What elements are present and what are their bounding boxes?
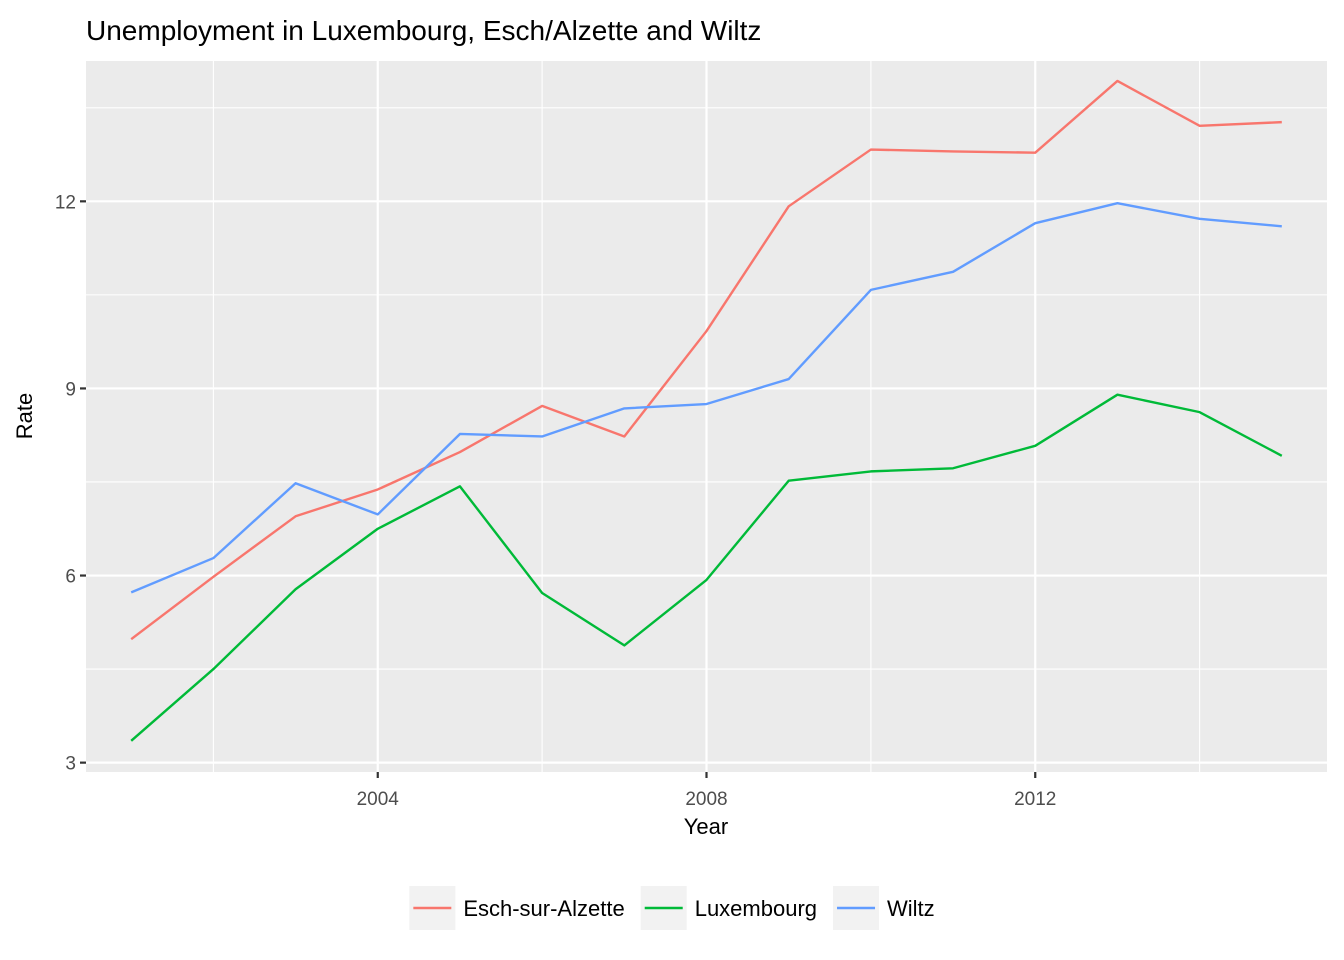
x-axis-title: Year bbox=[684, 814, 728, 839]
chart-title: Unemployment in Luxembourg, Esch/Alzette… bbox=[86, 15, 761, 46]
y-tick-label: 9 bbox=[65, 379, 76, 400]
y-axis: 3 6 9 12 bbox=[55, 192, 86, 775]
series-line-esch-sur-alzette bbox=[130, 79, 1282, 641]
y-tick-label: 3 bbox=[65, 754, 76, 775]
y-tick-label: 6 bbox=[65, 567, 76, 588]
y-axis-title: Rate bbox=[12, 393, 37, 439]
x-tick-label: 2004 bbox=[357, 789, 400, 810]
series-lines bbox=[130, 79, 1283, 742]
x-tick-label: 2008 bbox=[685, 789, 727, 810]
legend: Esch-sur-Alzette Luxembourg Wiltz bbox=[409, 886, 935, 930]
legend-label-wiltz: Wiltz bbox=[887, 896, 935, 921]
y-tick-label: 12 bbox=[55, 192, 76, 213]
legend-label-luxembourg: Luxembourg bbox=[695, 896, 817, 921]
x-axis: 2004 2008 2012 bbox=[357, 772, 1056, 810]
series-line-luxembourg bbox=[130, 393, 1283, 742]
series-line-wiltz bbox=[130, 201, 1282, 594]
major-gridlines bbox=[86, 61, 1327, 772]
x-tick-label: 2012 bbox=[1014, 789, 1056, 810]
legend-label-esch-sur-alzette: Esch-sur-Alzette bbox=[463, 896, 624, 921]
